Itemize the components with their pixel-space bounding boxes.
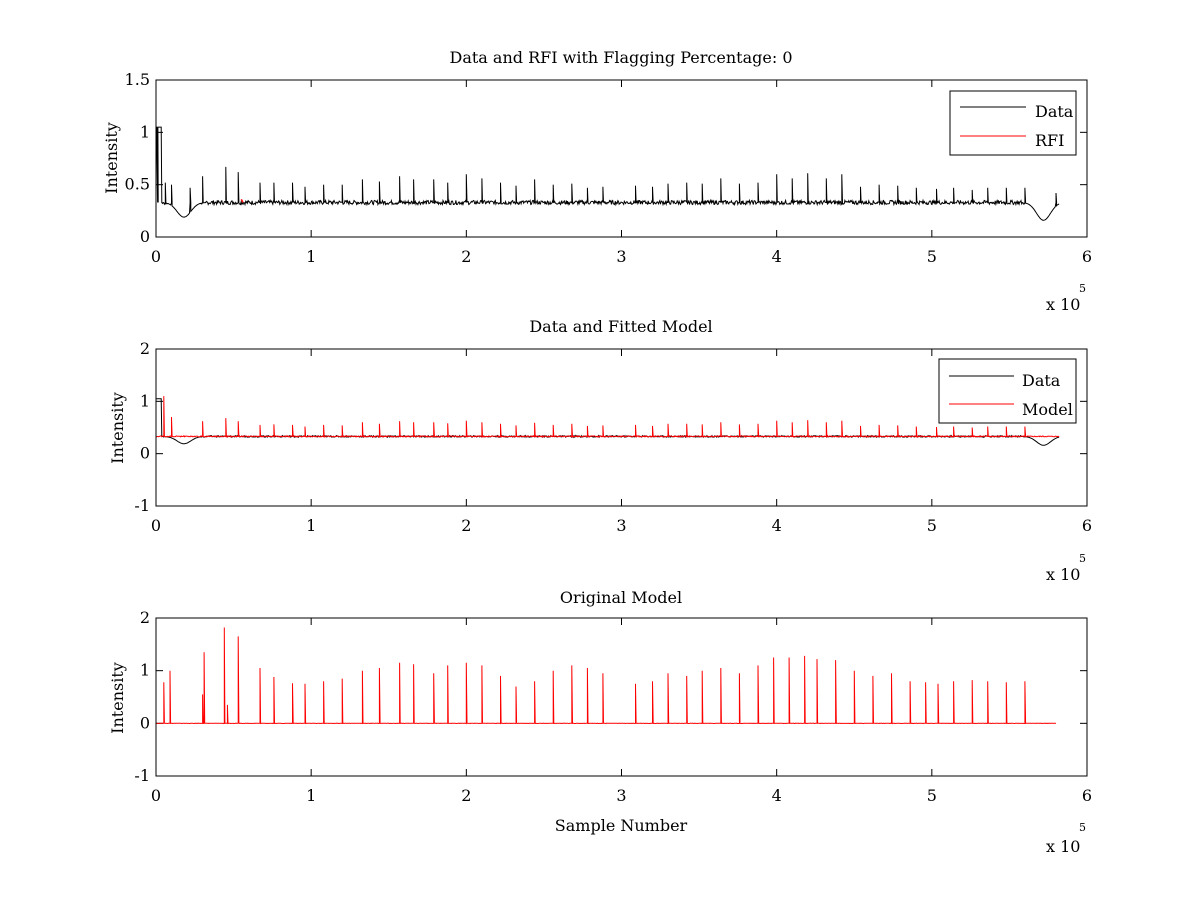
subplot-3-series [155,627,1057,725]
subplot-1-legend-box [949,90,1077,156]
subplot-1-title: Data and RFI with Flagging Percentage: 0 [449,48,792,67]
subplot-3-x-tick-label: 5 [927,786,937,805]
subplot-1-y-tick-label: 0 [140,227,150,246]
subplot-3-x-tick-label: 0 [151,786,161,805]
subplot-1-x-tick-label: 6 [1082,247,1092,266]
subplot-1-x-tick-label: 3 [616,247,626,266]
subplot-1-series-rfi-mark [240,198,244,203]
subplot-2-exponent-base: x 10 [1046,565,1080,584]
subplot-2-y-tick-label: 1 [140,391,150,410]
subplot-3-y-tick-label: 2 [140,608,150,627]
subplot-2-x-tick-label: 1 [306,516,316,535]
subplot-2-ylabel: Intensity [108,392,127,464]
subplot-1-x-tick-label: 2 [461,247,471,266]
subplot-2-x-tick-label: 5 [927,516,937,535]
subplot-1-frame [155,79,1088,238]
subplot-3-exponent: x 10 5 [1046,821,1086,856]
subplot-1-series [156,126,1060,221]
subplot-2-x-tick-label: 6 [1082,516,1092,535]
subplot-2-series-model-line [155,396,1060,439]
subplot-1-exponent-base: x 10 [1046,295,1080,314]
subplot-1-legend-label-data: Data [1035,102,1074,121]
subplot-1-exponent-power: 5 [1079,282,1086,295]
subplot-1-x-tick-label: 1 [306,247,316,266]
subplot-2-series [155,396,1060,446]
subplot-2-frame [155,348,1088,507]
subplot-2-legend-label-model: Model [1022,400,1073,419]
subplot-3-y-tick-label: 0 [140,713,150,732]
subplot-3-ylabel: Intensity [108,662,127,734]
subplot-3-x-tick-label: 6 [1082,786,1092,805]
subplot-1-series-data-line [156,126,1060,221]
subplot-2-y-tick-label: 2 [140,339,150,358]
subplot-2-title: Data and Fitted Model [529,317,712,336]
subplot-1-y-tick-label: 1 [140,122,150,141]
subplot-3-exponent-power: 5 [1079,821,1086,834]
subplot-1-legend-label-rfi: RFI [1035,131,1064,150]
subplot-2-x-tick-label: 0 [151,516,161,535]
subplot-2: Data and Fitted Model Intensity 0 1 2 3 4 5 6 -… [108,317,1092,584]
subplot-2-x-tick-label: 2 [461,516,471,535]
subplot-1: Data and RFI with Flagging Percentage: 0… [102,48,1092,314]
subplot-2-y-tick-label: -1 [134,496,150,515]
subplot-3-series-model-line [155,627,1057,725]
subplot-3-y-tick-label: 1 [140,661,150,680]
subplot-2-legend-box [938,358,1077,424]
subplot-3-y-tick-label: -1 [134,766,150,785]
subplot-1-exponent: x 10 5 [1046,282,1086,314]
subplot-1-y-tick-label: 1.5 [125,70,150,89]
subplot-2-legend: Data Model [938,358,1077,424]
subplot-2-exponent-power: 5 [1079,552,1086,565]
subplot-3-xlabel: Sample Number [555,816,688,835]
subplot-1-y-tick-label: 0.5 [125,175,150,194]
subplot-2-legend-label-data: Data [1022,371,1061,390]
subplot-2-y-tick-label: 0 [140,444,150,463]
subplot-3-frame [155,617,1088,777]
subplot-3: Original Model Intensity Sample Number 0… [108,588,1092,856]
subplot-2-exponent: x 10 5 [1046,552,1086,584]
subplot-3-exponent-base: x 10 [1046,837,1080,856]
subplot-3-x-tick-label: 1 [306,786,316,805]
subplot-3-x-tick-label: 4 [772,786,782,805]
subplot-3-x-tick-label: 3 [616,786,626,805]
subplot-2-x-tick-label: 3 [616,516,626,535]
subplot-1-x-tick-label: 0 [151,247,161,266]
subplot-1-legend: Data RFI [949,90,1077,156]
subplot-1-x-tick-label: 5 [927,247,937,266]
subplot-3-title: Original Model [560,588,682,607]
subplot-1-x-tick-label: 4 [772,247,782,266]
subplot-1-ylabel: Intensity [102,122,121,194]
subplot-2-x-tick-label: 4 [772,516,782,535]
subplot-3-x-tick-label: 2 [461,786,471,805]
